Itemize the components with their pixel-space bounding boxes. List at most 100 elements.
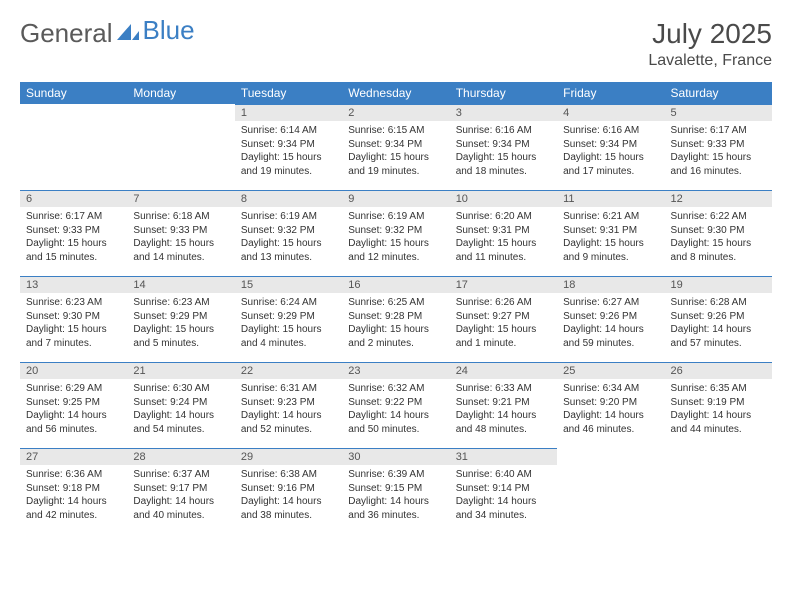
day-number: 14 [127, 276, 234, 293]
daylight-line: Daylight: 15 hours and 15 minutes. [26, 238, 107, 263]
day-number: 8 [235, 190, 342, 207]
sunrise-line: Sunrise: 6:26 AM [456, 297, 532, 308]
calendar-week-row: 6Sunrise: 6:17 AMSunset: 9:33 PMDaylight… [20, 190, 772, 276]
day-details: Sunrise: 6:29 AMSunset: 9:25 PMDaylight:… [20, 379, 127, 442]
calendar-day-cell: 8Sunrise: 6:19 AMSunset: 9:32 PMDaylight… [235, 190, 342, 276]
day-details: Sunrise: 6:30 AMSunset: 9:24 PMDaylight:… [127, 379, 234, 442]
daylight-line: Daylight: 15 hours and 9 minutes. [563, 238, 644, 263]
day-number: 1 [235, 104, 342, 121]
day-details: Sunrise: 6:23 AMSunset: 9:29 PMDaylight:… [127, 293, 234, 356]
day-details: Sunrise: 6:16 AMSunset: 9:34 PMDaylight:… [450, 121, 557, 184]
sunrise-line: Sunrise: 6:34 AM [563, 383, 639, 394]
daylight-line: Daylight: 14 hours and 50 minutes. [348, 410, 429, 435]
location: Lavalette, France [648, 52, 772, 70]
daylight-line: Daylight: 14 hours and 48 minutes. [456, 410, 537, 435]
daylight-line: Daylight: 14 hours and 59 minutes. [563, 324, 644, 349]
daylight-line: Daylight: 15 hours and 13 minutes. [241, 238, 322, 263]
day-details: Sunrise: 6:18 AMSunset: 9:33 PMDaylight:… [127, 207, 234, 270]
sunrise-line: Sunrise: 6:17 AM [26, 211, 102, 222]
sunset-line: Sunset: 9:19 PM [671, 397, 745, 408]
calendar-body: 1 Sunrise: 6:14 AM Sunset: 9:34 PM Daylight… [20, 104, 772, 534]
sunrise-line: Sunrise: 6:29 AM [26, 383, 102, 394]
weekday-header: Friday [557, 82, 664, 104]
sunset-line: Sunset: 9:26 PM [563, 311, 637, 322]
sunset-line: Sunset: 9:29 PM [133, 311, 207, 322]
sunset-line: Sunset: 9:29 PM [241, 311, 315, 322]
sunset-line: Sunset: 9:34 PM [348, 139, 422, 150]
sunset-line: Sunset: 9:16 PM [241, 483, 315, 494]
calendar-day-cell: 12Sunrise: 6:22 AMSunset: 9:30 PMDayligh… [665, 190, 772, 276]
sunrise-line: Sunrise: 6:15 AM [348, 125, 424, 136]
brand-part1: General [20, 18, 113, 49]
calendar-day-cell: 31Sunrise: 6:40 AMSunset: 9:14 PMDayligh… [450, 448, 557, 534]
day-details: Sunrise: 6:16 AMSunset: 9:34 PMDaylight:… [557, 121, 664, 184]
daylight-line: Daylight: 14 hours and 56 minutes. [26, 410, 107, 435]
calendar-day-cell: 26Sunrise: 6:35 AMSunset: 9:19 PMDayligh… [665, 362, 772, 448]
sunrise-line: Sunrise: 6:31 AM [241, 383, 317, 394]
day-number: 23 [342, 362, 449, 379]
day-number: 7 [127, 190, 234, 207]
sunrise-line: Sunrise: 6:25 AM [348, 297, 424, 308]
daylight-line: Daylight: 14 hours and 57 minutes. [671, 324, 752, 349]
sunset-line: Sunset: 9:23 PM [241, 397, 315, 408]
calendar-day-cell: 15Sunrise: 6:24 AMSunset: 9:29 PMDayligh… [235, 276, 342, 362]
sunset-line: Sunset: 9:34 PM [241, 139, 315, 150]
calendar-table: SundayMondayTuesdayWednesdayThursdayFrid… [20, 82, 772, 534]
day-number: 18 [557, 276, 664, 293]
sunrise-line: Sunrise: 6:20 AM [456, 211, 532, 222]
day-details: Sunrise: 6:19 AMSunset: 9:32 PMDaylight:… [342, 207, 449, 270]
calendar-day-cell: 28Sunrise: 6:37 AMSunset: 9:17 PMDayligh… [127, 448, 234, 534]
calendar-day-cell: 6Sunrise: 6:17 AMSunset: 9:33 PMDaylight… [20, 190, 127, 276]
day-number: 22 [235, 362, 342, 379]
sunset-line: Sunset: 9:30 PM [671, 225, 745, 236]
day-details: Sunrise: 6:23 AMSunset: 9:30 PMDaylight:… [20, 293, 127, 356]
sunset-line: Sunset: 9:30 PM [26, 311, 100, 322]
day-number: 2 [342, 104, 449, 121]
sunset-line: Sunset: 9:33 PM [26, 225, 100, 236]
day-number: 31 [450, 448, 557, 465]
calendar-empty-cell [127, 104, 234, 190]
calendar-day-cell: 4Sunrise: 6:16 AMSunset: 9:34 PMDaylight… [557, 104, 664, 190]
calendar-week-row: 20Sunrise: 6:29 AMSunset: 9:25 PMDayligh… [20, 362, 772, 448]
daylight-line: Daylight: 15 hours and 11 minutes. [456, 238, 537, 263]
sunrise-line: Sunrise: 6:22 AM [671, 211, 747, 222]
calendar-day-cell: 24Sunrise: 6:33 AMSunset: 9:21 PMDayligh… [450, 362, 557, 448]
day-number: 30 [342, 448, 449, 465]
sunrise-line: Sunrise: 6:38 AM [241, 469, 317, 480]
day-details: Sunrise: 6:35 AMSunset: 9:19 PMDaylight:… [665, 379, 772, 442]
calendar-day-cell: 11Sunrise: 6:21 AMSunset: 9:31 PMDayligh… [557, 190, 664, 276]
sunrise-line: Sunrise: 6:33 AM [456, 383, 532, 394]
sunset-line: Sunset: 9:31 PM [563, 225, 637, 236]
day-details: Sunrise: 6:17 AMSunset: 9:33 PMDaylight:… [665, 121, 772, 184]
daylight-line: Daylight: 15 hours and 4 minutes. [241, 324, 322, 349]
day-number: 3 [450, 104, 557, 121]
sunrise-line: Sunrise: 6:14 AM [241, 125, 317, 136]
sunrise-line: Sunrise: 6:32 AM [348, 383, 424, 394]
day-number: 16 [342, 276, 449, 293]
day-number: 24 [450, 362, 557, 379]
day-details: Sunrise: 6:21 AMSunset: 9:31 PMDaylight:… [557, 207, 664, 270]
day-details: Sunrise: 6:19 AMSunset: 9:32 PMDaylight:… [235, 207, 342, 270]
day-number: 28 [127, 448, 234, 465]
sunset-line: Sunset: 9:32 PM [241, 225, 315, 236]
day-number: 15 [235, 276, 342, 293]
day-details: Sunrise: 6:20 AMSunset: 9:31 PMDaylight:… [450, 207, 557, 270]
weekday-header: Tuesday [235, 82, 342, 104]
daylight-line: Daylight: 14 hours and 34 minutes. [456, 496, 537, 521]
sunset-line: Sunset: 9:33 PM [671, 139, 745, 150]
day-number: 11 [557, 190, 664, 207]
month-title: July 2025 [648, 18, 772, 50]
sunset-line: Sunset: 9:14 PM [456, 483, 530, 494]
day-number: 27 [20, 448, 127, 465]
calendar-day-cell: 18Sunrise: 6:27 AMSunset: 9:26 PMDayligh… [557, 276, 664, 362]
daylight-line: Daylight: 15 hours and 19 minutes. [348, 152, 429, 177]
weekday-header: Sunday [20, 82, 127, 104]
day-number: 21 [127, 362, 234, 379]
day-details: Sunrise: 6:38 AMSunset: 9:16 PMDaylight:… [235, 465, 342, 528]
day-details: Sunrise: 6:15 AM Sunset: 9:34 PM Daylight:… [342, 121, 449, 184]
calendar-day-cell: 22Sunrise: 6:31 AMSunset: 9:23 PMDayligh… [235, 362, 342, 448]
day-number: 17 [450, 276, 557, 293]
day-number: 4 [557, 104, 664, 121]
daylight-line: Daylight: 15 hours and 5 minutes. [133, 324, 214, 349]
day-number: 13 [20, 276, 127, 293]
